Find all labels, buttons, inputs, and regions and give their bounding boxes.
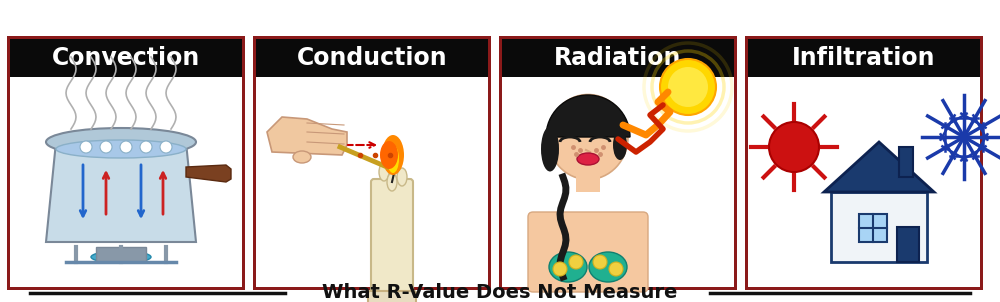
Circle shape bbox=[593, 255, 607, 269]
Circle shape bbox=[140, 141, 152, 153]
Ellipse shape bbox=[56, 140, 186, 158]
Ellipse shape bbox=[541, 127, 559, 172]
Ellipse shape bbox=[379, 163, 389, 181]
Ellipse shape bbox=[387, 145, 399, 173]
Bar bbox=[256, 39, 488, 287]
Circle shape bbox=[80, 141, 92, 153]
Bar bbox=[831, 192, 927, 262]
Bar bbox=[499, 36, 737, 290]
FancyBboxPatch shape bbox=[368, 291, 416, 302]
Bar bbox=[745, 36, 983, 290]
Ellipse shape bbox=[397, 168, 407, 186]
Bar bbox=[748, 39, 980, 287]
Ellipse shape bbox=[613, 130, 627, 160]
Bar bbox=[256, 39, 488, 77]
Circle shape bbox=[609, 262, 623, 276]
Bar bbox=[502, 39, 734, 287]
Ellipse shape bbox=[293, 151, 311, 163]
Ellipse shape bbox=[46, 128, 196, 156]
Bar bbox=[897, 227, 919, 262]
Circle shape bbox=[959, 132, 969, 142]
Ellipse shape bbox=[577, 153, 599, 165]
Circle shape bbox=[160, 141, 172, 153]
Ellipse shape bbox=[387, 173, 397, 191]
Circle shape bbox=[553, 262, 567, 276]
Bar bbox=[10, 39, 242, 77]
Polygon shape bbox=[186, 165, 231, 182]
FancyBboxPatch shape bbox=[528, 212, 648, 292]
Ellipse shape bbox=[380, 141, 398, 169]
Circle shape bbox=[769, 122, 819, 172]
Text: Conduction: Conduction bbox=[297, 46, 447, 70]
Polygon shape bbox=[267, 117, 347, 155]
Bar bbox=[899, 147, 913, 177]
Circle shape bbox=[120, 141, 132, 153]
Ellipse shape bbox=[548, 95, 628, 179]
Ellipse shape bbox=[382, 135, 404, 175]
Ellipse shape bbox=[549, 252, 587, 282]
Bar bbox=[96, 247, 146, 262]
Text: Infiltration: Infiltration bbox=[792, 46, 936, 70]
Circle shape bbox=[569, 255, 583, 269]
Bar bbox=[10, 39, 242, 287]
Bar bbox=[253, 36, 491, 290]
FancyBboxPatch shape bbox=[371, 179, 413, 300]
Polygon shape bbox=[46, 142, 196, 242]
Circle shape bbox=[100, 141, 112, 153]
Circle shape bbox=[668, 67, 708, 107]
Bar bbox=[576, 167, 600, 192]
Wedge shape bbox=[546, 95, 630, 137]
Circle shape bbox=[660, 59, 716, 115]
Text: Convection: Convection bbox=[52, 46, 200, 70]
Ellipse shape bbox=[589, 252, 627, 282]
Bar bbox=[502, 39, 734, 77]
Bar bbox=[748, 39, 980, 77]
Bar bbox=[7, 36, 245, 290]
Polygon shape bbox=[824, 142, 934, 192]
Text: What R-Value Does Not Measure: What R-Value Does Not Measure bbox=[322, 284, 678, 302]
Ellipse shape bbox=[91, 251, 151, 263]
Bar bbox=[859, 214, 887, 242]
Text: Radiation: Radiation bbox=[554, 46, 682, 70]
